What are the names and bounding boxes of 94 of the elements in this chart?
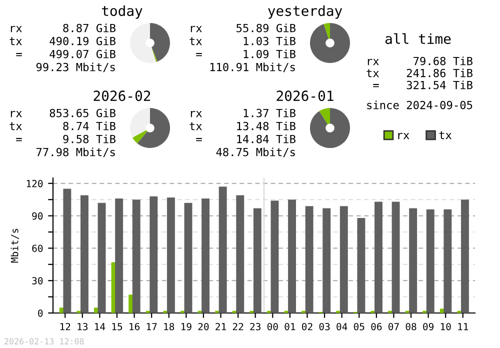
bar <box>270 200 279 313</box>
chart-title: 2026-01 <box>276 90 334 102</box>
bar <box>288 200 296 313</box>
x-tick-label: 00 <box>267 322 278 330</box>
y-tick-label: 0 <box>38 310 43 317</box>
bar <box>236 195 244 313</box>
x-tick-label: 19 <box>181 322 192 330</box>
y-axis-title: Mbit/s <box>10 228 20 263</box>
x-tick-label: 11 <box>458 323 468 330</box>
text: rx 55.89 GiB <box>190 24 296 32</box>
x-tick-label: 08 <box>406 322 416 330</box>
chart-title: 2026-02 <box>94 90 150 102</box>
text: 110.91 Mbit/s <box>210 62 295 72</box>
x-tick-label: 10 <box>440 322 451 330</box>
x-tick-label: 14 <box>95 323 106 330</box>
y-tick-label: 90 <box>32 212 43 220</box>
x-tick-label: 03 <box>319 322 330 330</box>
text: rx 1.37 TiB <box>190 108 296 118</box>
text: tx 241.86 TiB <box>366 68 472 78</box>
bar <box>63 188 72 313</box>
bar <box>218 186 227 313</box>
text: = 499.07 GiB <box>16 50 116 58</box>
text: 2026-02-13 12:08 <box>4 338 84 344</box>
bar <box>392 202 400 313</box>
x-tick-label: 02 <box>302 322 312 330</box>
x-tick-label: 05 <box>354 322 364 330</box>
x-tick-label: 20 <box>198 322 209 330</box>
bar <box>115 198 124 313</box>
text: tx 490.19 GiB <box>10 36 116 46</box>
donut-slice <box>319 108 330 124</box>
donut-slice <box>151 47 158 62</box>
y-tick-label: 120 <box>26 180 43 188</box>
donut-slice <box>310 23 350 63</box>
x-tick-label: 06 <box>371 322 382 330</box>
donut-slice <box>137 108 170 148</box>
text: since 2024-09-05 <box>367 100 472 110</box>
legend-label: rx <box>398 132 410 140</box>
x-tick-label: 17 <box>146 323 157 330</box>
text: rx 853.65 GiB <box>10 108 116 118</box>
x-tick-label: 22 <box>232 322 244 330</box>
bar <box>184 202 192 313</box>
text: rx 8.87 GiB <box>10 24 116 32</box>
bar <box>94 308 98 313</box>
bar <box>132 200 140 313</box>
donut-slice <box>324 23 330 39</box>
y-tick-label: 60 <box>32 244 43 252</box>
x-tick-label: 15 <box>112 323 122 330</box>
bar <box>305 206 314 313</box>
text: 48.75 Mbit/s <box>216 148 295 158</box>
bar <box>166 197 175 313</box>
x-tick-label: 01 <box>284 322 296 330</box>
bar <box>322 208 331 313</box>
bar <box>80 195 88 313</box>
bar <box>357 218 366 313</box>
x-tick-label: 13 <box>78 322 88 330</box>
text: rx 79.68 TiB <box>368 56 472 66</box>
x-tick-label: 09 <box>423 322 434 330</box>
x-tick-label: 21 <box>216 322 226 330</box>
bar <box>98 202 106 313</box>
text: all time <box>385 33 451 44</box>
donut-slice <box>130 108 150 138</box>
bar <box>426 209 434 313</box>
text: 99.23 Mbit/s <box>36 62 115 72</box>
text: = 1.09 TiB <box>196 50 296 58</box>
bar <box>460 200 469 313</box>
x-tick-label: 04 <box>336 322 348 330</box>
bar <box>128 294 134 313</box>
donut-slice <box>130 23 156 63</box>
bar <box>150 196 158 313</box>
chart-title: yesterday <box>268 5 342 19</box>
text: = 321.54 TiB <box>373 80 472 90</box>
text: tx 8.74 TiB <box>10 122 116 130</box>
chart-title: today <box>102 5 142 19</box>
bar <box>409 208 418 313</box>
donut-slice <box>150 23 170 62</box>
text: = 14.84 TiB <box>196 134 296 144</box>
legend-label: tx <box>439 131 452 140</box>
text: tx 1.03 TiB <box>190 36 296 46</box>
x-tick-label: 07 <box>388 322 399 330</box>
text: 77.98 Mbit/s <box>36 148 115 158</box>
text: tx 13.48 TiB <box>190 122 296 130</box>
donut-slice <box>132 130 148 144</box>
bar <box>253 208 262 313</box>
x-tick-label: 16 <box>130 322 140 330</box>
bar <box>444 209 452 313</box>
bar <box>374 202 382 313</box>
bar <box>340 206 348 313</box>
x-tick-label: 12 <box>60 322 70 330</box>
bar <box>202 198 210 313</box>
text: = 9.58 TiB <box>16 134 116 144</box>
x-tick-label: 23 <box>250 322 260 330</box>
x-tick-label: 18 <box>164 322 174 330</box>
y-tick-label: 30 <box>32 277 43 284</box>
donut-slice <box>310 108 350 148</box>
